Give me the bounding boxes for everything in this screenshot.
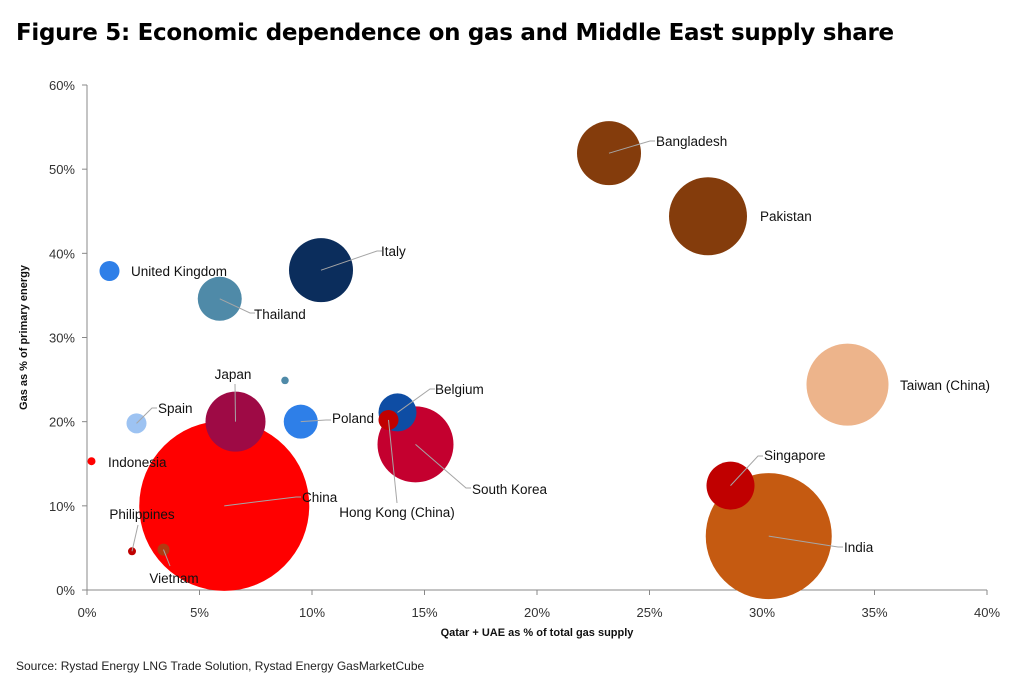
leader-line [224, 496, 301, 507]
y-tick-label: 60% [49, 78, 75, 93]
x-tick-label: 25% [636, 605, 662, 620]
bubble-united-kingdom [99, 261, 120, 282]
leader-line [300, 419, 331, 423]
x-tick-label: 5% [190, 605, 209, 620]
x-axis-label: Qatar + UAE as % of total gas supply [441, 627, 635, 639]
leader-line [608, 140, 655, 154]
data-label: Thailand [254, 307, 306, 322]
leader-line [397, 388, 435, 413]
data-label: Indonesia [108, 455, 167, 470]
data-label: Taiwan (China) [900, 378, 990, 393]
x-tick-label: 35% [861, 605, 887, 620]
x-tick-label: 20% [524, 605, 550, 620]
data-label: Bangladesh [656, 134, 727, 149]
data-label: Philippines [109, 507, 175, 522]
leader-line [768, 535, 843, 548]
leader-line [234, 383, 236, 422]
data-label: Spain [158, 401, 193, 416]
source-note: Source: Rystad Energy LNG Trade Solution… [16, 659, 425, 673]
data-label: South Korea [472, 482, 548, 497]
x-tick-label: 30% [749, 605, 775, 620]
leader-line [320, 250, 382, 271]
y-axis-label: Gas as % of primary energy [18, 264, 30, 410]
bubble-indonesia [87, 457, 96, 466]
y-tick-label: 10% [49, 499, 75, 514]
x-tick-label: 0% [78, 605, 97, 620]
data-label: Japan [215, 367, 252, 382]
leader-line [219, 298, 255, 314]
bubble-unlabeled [281, 376, 289, 385]
y-tick-label: 20% [49, 415, 75, 430]
leader-line [131, 524, 139, 552]
leader-line [163, 549, 171, 567]
bubble-china [139, 420, 310, 591]
data-label: Poland [332, 411, 374, 426]
chart-title: Figure 5: Economic dependence on gas and… [16, 20, 894, 46]
data-label: Hong Kong (China) [339, 505, 455, 520]
data-label: Belgium [435, 382, 484, 397]
data-label: Italy [381, 244, 406, 259]
x-tick-label: 40% [974, 605, 1000, 620]
y-tick-label: 30% [49, 331, 75, 346]
leader-line [388, 419, 398, 504]
data-label: India [844, 540, 874, 555]
y-tick-label: 40% [49, 246, 75, 261]
leader-line [136, 407, 157, 424]
data-label: Vietnam [149, 571, 198, 586]
y-tick-label: 50% [49, 162, 75, 177]
data-label: Singapore [764, 448, 826, 463]
bubble-taiwan-china- [806, 343, 889, 426]
data-label: Pakistan [760, 209, 812, 224]
x-tick-label: 10% [299, 605, 325, 620]
leader-line [415, 444, 471, 489]
y-tick-label: 0% [56, 583, 75, 598]
bubble-pakistan [669, 177, 747, 256]
x-tick-label: 15% [411, 605, 437, 620]
data-label: United Kingdom [131, 264, 227, 279]
leader-line [730, 455, 763, 486]
data-label: China [302, 490, 338, 505]
